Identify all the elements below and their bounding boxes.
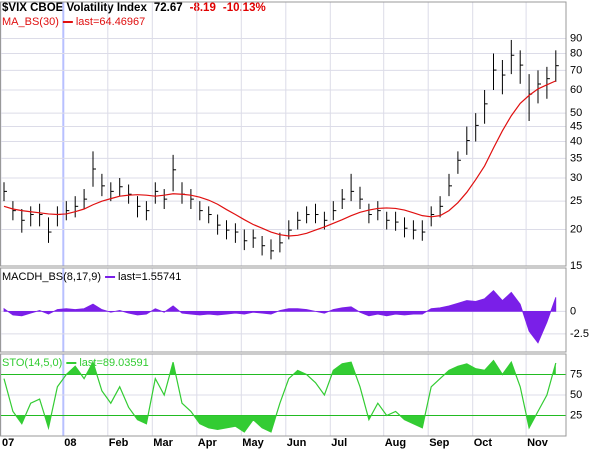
legend-name: STO(14,5,0) (2, 357, 62, 369)
chart-title: $VIX CBOE Volatility Index (2, 2, 147, 14)
y-tick-label: 70 (570, 64, 582, 76)
x-tick-label: 08 (64, 437, 76, 449)
x-tick-label: Jun (287, 437, 307, 449)
legend-last: last=64.46967 (76, 16, 145, 28)
y-tick-label: 25 (570, 409, 582, 421)
y-tick-label: 25 (570, 195, 582, 207)
x-tick-label: Aug (385, 437, 406, 449)
panel-frame (0, 353, 567, 437)
x-tick-label: Sep (429, 437, 449, 449)
y-tick-label: 90 (570, 32, 582, 44)
x-tick-label: Mar (153, 437, 173, 449)
panel-frame (0, 1, 567, 267)
moving-average (3, 80, 557, 237)
y-tick-label: -2.5 (570, 328, 589, 340)
change-percent: -10.13% (223, 2, 266, 14)
x-tick-label: May (242, 437, 264, 449)
y-tick-label: 30 (570, 172, 582, 184)
y-tick-label: 60 (570, 84, 582, 96)
y-tick-label: 40 (570, 135, 582, 147)
x-tick-label: Oct (474, 437, 493, 449)
legend-last: last=1.55741 (118, 271, 181, 283)
y-tick-label: 45 (570, 120, 582, 132)
level-fill (4, 360, 556, 375)
y-tick-label: 50 (570, 107, 582, 119)
y-tick-label: 50 (570, 389, 582, 401)
oscillator-line (3, 359, 557, 433)
y-tick-label: 80 (570, 47, 582, 59)
header: $VIX CBOE Volatility Index 72.67 -8.19 -10.… (2, 2, 266, 14)
panel-frame (0, 267, 567, 353)
x-tick-label: 07 (2, 437, 14, 449)
legend-last: last=89.03591 (79, 357, 148, 369)
x-tick-label: Apr (198, 437, 218, 449)
y-tick-label: 15 (570, 260, 582, 272)
x-tick-label: Jul (331, 437, 347, 449)
histogram-area (3, 290, 557, 344)
x-tick-label: Nov (527, 437, 549, 449)
y-tick-label: 75 (570, 368, 582, 380)
marks (3, 39, 559, 433)
x-tick-label: Feb (109, 437, 129, 449)
y-tick-label: 0 (570, 305, 576, 317)
y-tick-label: 20 (570, 223, 582, 235)
y-tick-label: 35 (570, 152, 582, 164)
last-price: 72.67 (154, 2, 183, 14)
level-fill (4, 415, 556, 432)
legend-name: MACDH_BS(8,17,9) (2, 271, 101, 283)
change: -8.19 (190, 2, 216, 14)
legend-name: MA_BS(30) (2, 16, 59, 28)
